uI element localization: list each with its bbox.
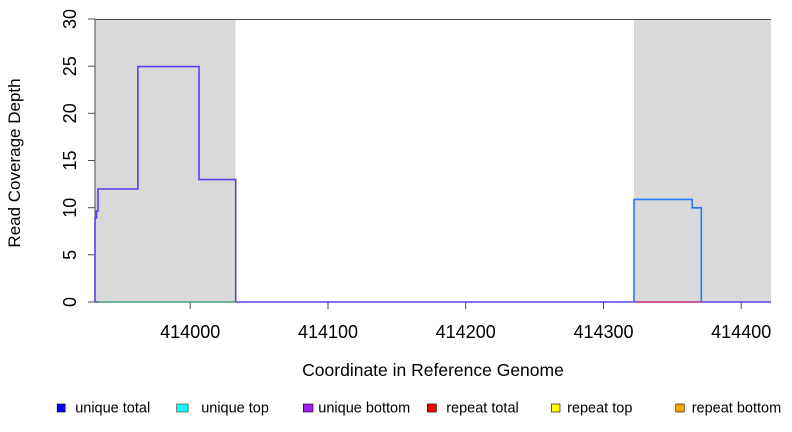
- svg-text:20: 20: [60, 103, 80, 123]
- svg-text:repeat top: repeat top: [567, 400, 632, 416]
- svg-text:0: 0: [60, 297, 80, 307]
- svg-text:414200: 414200: [436, 322, 496, 342]
- svg-text:unique top: unique top: [201, 400, 269, 416]
- svg-text:unique total: unique total: [75, 400, 150, 416]
- svg-text:repeat bottom: repeat bottom: [692, 400, 781, 416]
- svg-text:414300: 414300: [573, 322, 633, 342]
- svg-text:5: 5: [60, 250, 80, 260]
- svg-text:30: 30: [60, 9, 80, 29]
- svg-text:repeat total: repeat total: [446, 400, 519, 416]
- svg-text:414000: 414000: [160, 322, 220, 342]
- svg-text:414100: 414100: [298, 322, 358, 342]
- svg-text:Coordinate in Reference Genome: Coordinate in Reference Genome: [302, 360, 564, 380]
- svg-text:25: 25: [60, 56, 80, 76]
- svg-text:10: 10: [60, 198, 80, 218]
- svg-text:414400: 414400: [711, 322, 771, 342]
- svg-text:15: 15: [60, 150, 80, 170]
- svg-text:Read Coverage Depth: Read Coverage Depth: [5, 78, 24, 247]
- svg-text:unique bottom: unique bottom: [318, 400, 410, 416]
